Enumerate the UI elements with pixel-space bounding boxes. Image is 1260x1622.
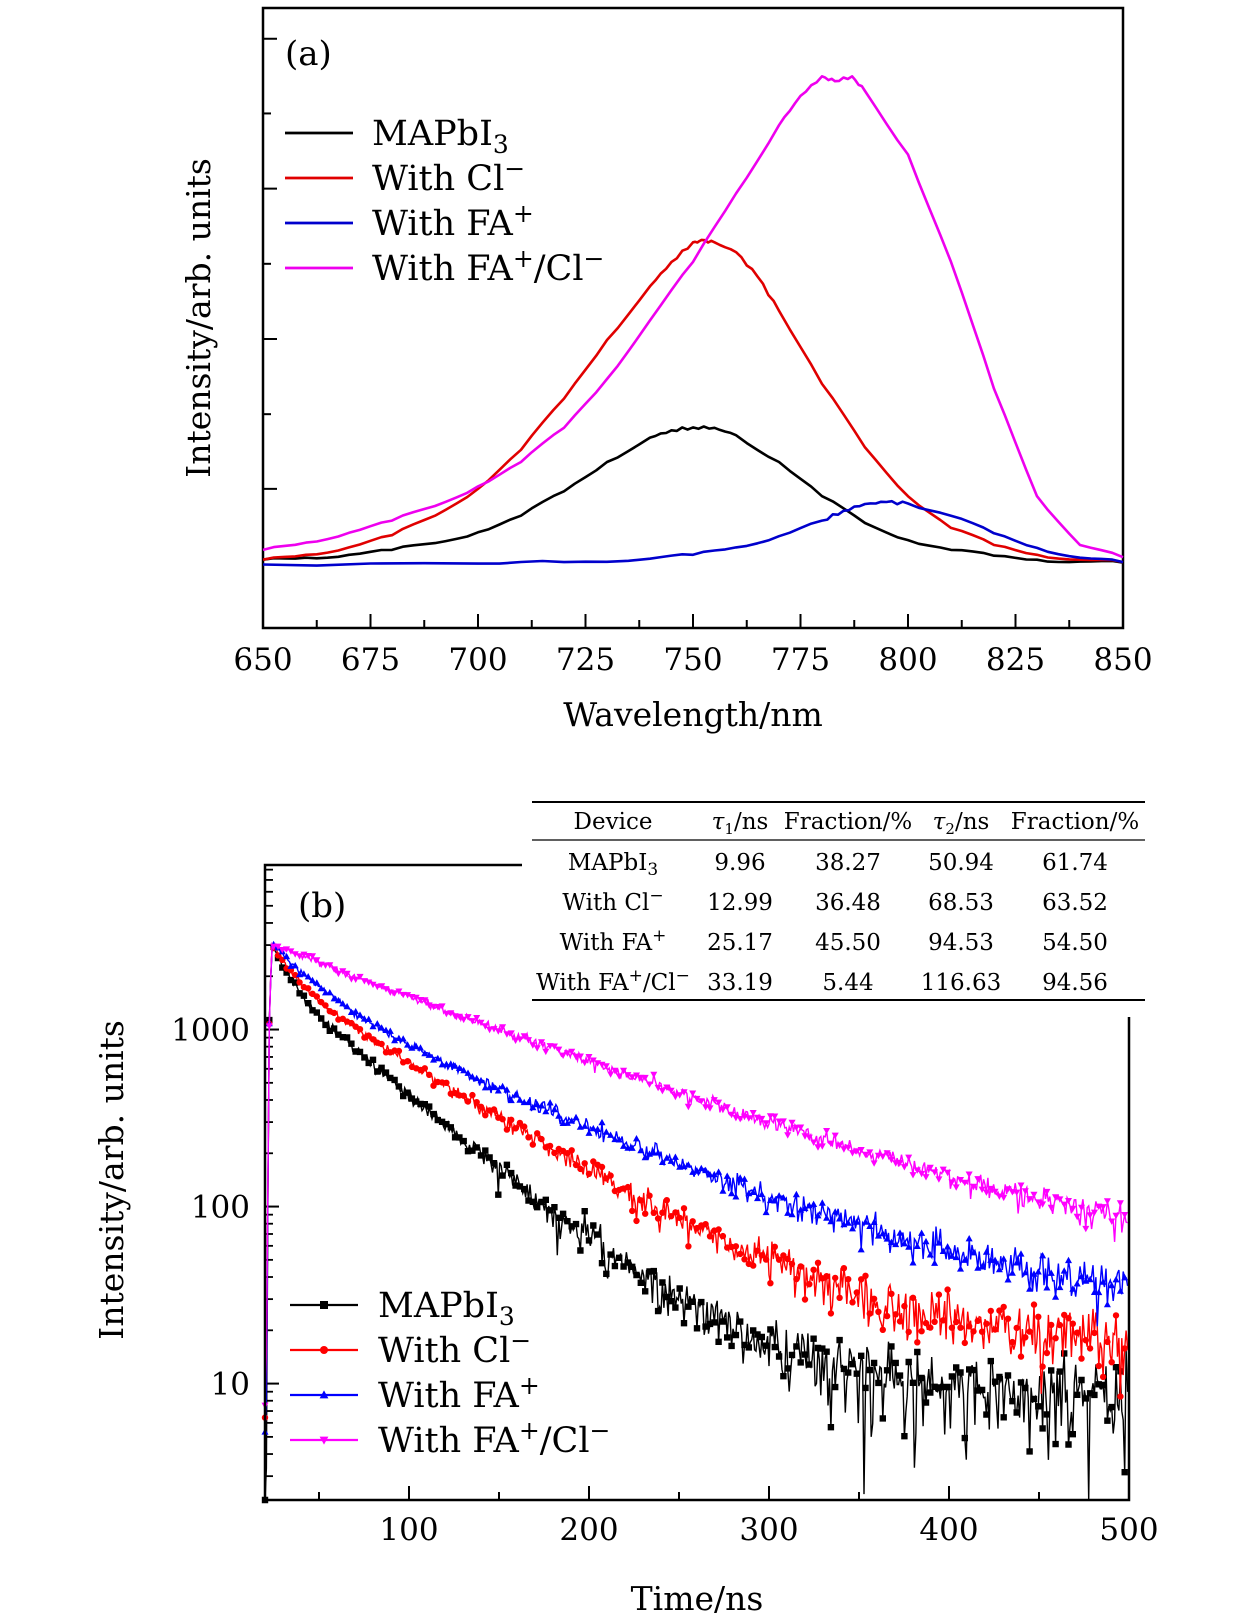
panel-b-y-axis-title: Intensity/arb. units bbox=[92, 1020, 131, 1340]
panel-b-series-points bbox=[261, 940, 1129, 1504]
panel-b-label: (b) bbox=[298, 886, 346, 926]
series-line-with-fa-cl bbox=[262, 75, 1124, 559]
panel-a-series-lines bbox=[262, 75, 1124, 567]
y-tick-label-100: 100 bbox=[191, 1190, 250, 1226]
series-mapbi3 bbox=[261, 942, 1129, 1504]
table-cell-r2-c4: 68.53 bbox=[928, 890, 994, 916]
table-header-2-ns: τ2/ns bbox=[933, 809, 990, 838]
table-cell-r3-c5: 54.50 bbox=[1042, 930, 1108, 956]
table-cell-r1-c3: 38.27 bbox=[815, 850, 881, 876]
table-cell-r3-c2: 25.17 bbox=[707, 930, 773, 956]
table-cell-r2-c3: 36.48 bbox=[815, 890, 881, 916]
panel-b-x-axis-title: Time/ns bbox=[631, 1579, 764, 1618]
x-tick-label-825: 825 bbox=[986, 642, 1045, 678]
series-line-with-fa bbox=[262, 499, 1124, 567]
table-header-fraction: Fraction/% bbox=[1011, 809, 1139, 835]
legend-marker-with-fa-cl bbox=[319, 1436, 329, 1445]
legend-label-with-fa: With FA+ bbox=[372, 199, 534, 244]
table-cell-r2-c1: With Cl− bbox=[562, 886, 663, 916]
panel-a-y-axis-title: Intensity/arb. units bbox=[179, 158, 218, 478]
panel-a-label: (a) bbox=[285, 34, 332, 74]
table-cell-r3-c3: 45.50 bbox=[815, 930, 881, 956]
series-with-cl bbox=[261, 942, 1129, 1421]
legend-marker-with-cl bbox=[320, 1346, 328, 1354]
table-header-device: Device bbox=[574, 809, 653, 835]
x-tick-label-675: 675 bbox=[341, 642, 400, 678]
table-cell-r2-c5: 63.52 bbox=[1042, 890, 1108, 916]
legend-label-with-cl: With Cl− bbox=[372, 154, 525, 199]
y-tick-label-1000: 1000 bbox=[171, 1013, 250, 1049]
x-tick-label-500: 500 bbox=[1099, 1512, 1158, 1548]
decay-trace-mapbi3 bbox=[264, 942, 1129, 1501]
lifetime-table: Device τ1/ns Fraction/% τ2/ns Fraction/% MAPb… bbox=[532, 801, 1145, 1001]
legend-label-with-fa-cl: With FA+/Cl− bbox=[378, 1416, 610, 1461]
legend-marker-with-fa bbox=[319, 1390, 329, 1399]
legend-label-mapbi3: MAPbI3 bbox=[378, 1286, 515, 1331]
legend-label-with-cl: With Cl− bbox=[378, 1326, 531, 1371]
panel-b-frame-left-top bbox=[263, 863, 522, 1500]
x-tick-label-200: 200 bbox=[559, 1512, 618, 1548]
panel-b-y-tick-labels: 10 100 1000 bbox=[171, 1013, 250, 1403]
table-header-1-ns: τ1/ns bbox=[712, 809, 769, 838]
y-tick-label-10: 10 bbox=[211, 1367, 250, 1403]
legend-marker-mapbi3 bbox=[320, 1301, 328, 1309]
series-with-fa-cl bbox=[261, 941, 1129, 1409]
lifetime-table-background bbox=[530, 790, 1150, 1000]
x-tick-label-725: 725 bbox=[556, 642, 615, 678]
table-cell-r4-c1: With FA+/Cl− bbox=[536, 966, 690, 996]
table-cell-r4-c5: 94.56 bbox=[1042, 970, 1108, 996]
x-tick-label-400: 400 bbox=[919, 1512, 978, 1548]
table-cell-r3-c4: 94.53 bbox=[928, 930, 994, 956]
table-cell-r4-c3: 5.44 bbox=[822, 970, 873, 996]
x-tick-label-775: 775 bbox=[771, 642, 830, 678]
x-tick-label-800: 800 bbox=[878, 642, 937, 678]
x-tick-label-300: 300 bbox=[739, 1512, 798, 1548]
panel-b-trpl-decay: Device τ1/ns Fraction/% τ2/ns Fraction/% MAPb… bbox=[92, 790, 1159, 1618]
series-line-with-cl bbox=[262, 238, 1124, 564]
x-tick-label-850: 850 bbox=[1093, 642, 1152, 678]
x-tick-label-650: 650 bbox=[233, 642, 292, 678]
table-cell-r1-c4: 50.94 bbox=[928, 850, 994, 876]
series-with-fa bbox=[261, 940, 1129, 1435]
table-cell-r3-c1: With FA+ bbox=[560, 926, 667, 956]
table-header-fraction: Fraction/% bbox=[784, 809, 912, 835]
legend-label-with-fa: With FA+ bbox=[378, 1371, 540, 1416]
x-tick-label-100: 100 bbox=[379, 1512, 438, 1548]
legend-label-with-fa-cl: With FA+/Cl− bbox=[372, 244, 604, 289]
decay-markers-mapbi3 bbox=[261, 943, 1128, 1504]
table-cell-r1-c1: MAPbI3 bbox=[568, 850, 658, 880]
x-tick-label-700: 700 bbox=[448, 642, 507, 678]
x-tick-label-750: 750 bbox=[663, 642, 722, 678]
panel-a-x-tick-labels: 650 675 700 725 750 775 800 825 850 bbox=[233, 642, 1152, 678]
table-cell-r4-c4: 116.63 bbox=[921, 970, 1001, 996]
table-cell-r1-c5: 61.74 bbox=[1042, 850, 1108, 876]
series-line-mapbi3 bbox=[262, 425, 1124, 564]
panel-a-x-axis-title: Wavelength/nm bbox=[563, 695, 823, 734]
panel-b-frame-bottom-right bbox=[265, 1017, 1131, 1502]
table-cell-r2-c2: 12.99 bbox=[707, 890, 773, 916]
panel-b-x-tick-labels: 100 200 300 400 500 bbox=[379, 1512, 1158, 1548]
table-cell-r4-c2: 33.19 bbox=[707, 970, 773, 996]
legend-label-mapbi3: MAPbI3 bbox=[372, 114, 509, 159]
table-cell-r1-c2: 9.96 bbox=[714, 850, 765, 876]
